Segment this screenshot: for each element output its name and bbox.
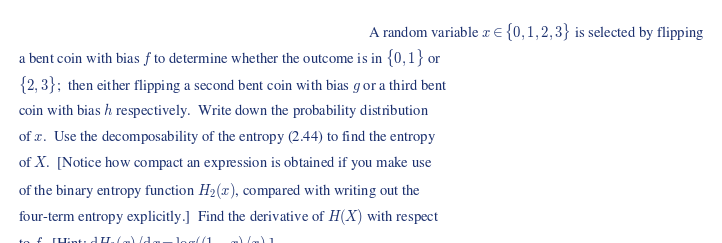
- Text: to $f$.  [Hint: $\mathrm{d}H_2(x)/\mathrm{d}x = \log((1 - x)/x)$.]: to $f$. [Hint: $\mathrm{d}H_2(x)/\mathrm…: [18, 234, 274, 243]
- Text: of the binary entropy function $H_2(x)$, compared with writing out the: of the binary entropy function $H_2(x)$,…: [18, 181, 421, 201]
- Text: A random variable $x \in \{0, 1, 2, 3\}$ is selected by flipping: A random variable $x \in \{0, 1, 2, 3\}$…: [367, 22, 704, 43]
- Text: four-term entropy explicitly.]  Find the derivative of $H(X)$ with respect: four-term entropy explicitly.] Find the …: [18, 207, 440, 227]
- Text: of $X$.  [Notice how compact an expression is obtained if you make use: of $X$. [Notice how compact an expressio…: [18, 154, 432, 172]
- Text: of $x$.  Use the decomposability of the entropy (2.44) to find the entropy: of $x$. Use the decomposability of the e…: [18, 128, 436, 146]
- Text: $\{2, 3\}$;  then either flipping a second bent coin with bias $g$ or a third be: $\{2, 3\}$; then either flipping a secon…: [18, 75, 448, 96]
- Text: a bent coin with bias $f$ to determine whether the outcome is in $\{0, 1\}$ or: a bent coin with bias $f$ to determine w…: [18, 48, 442, 69]
- Text: coin with bias $h$ respectively.  Write down the probability distribution: coin with bias $h$ respectively. Write d…: [18, 101, 429, 120]
